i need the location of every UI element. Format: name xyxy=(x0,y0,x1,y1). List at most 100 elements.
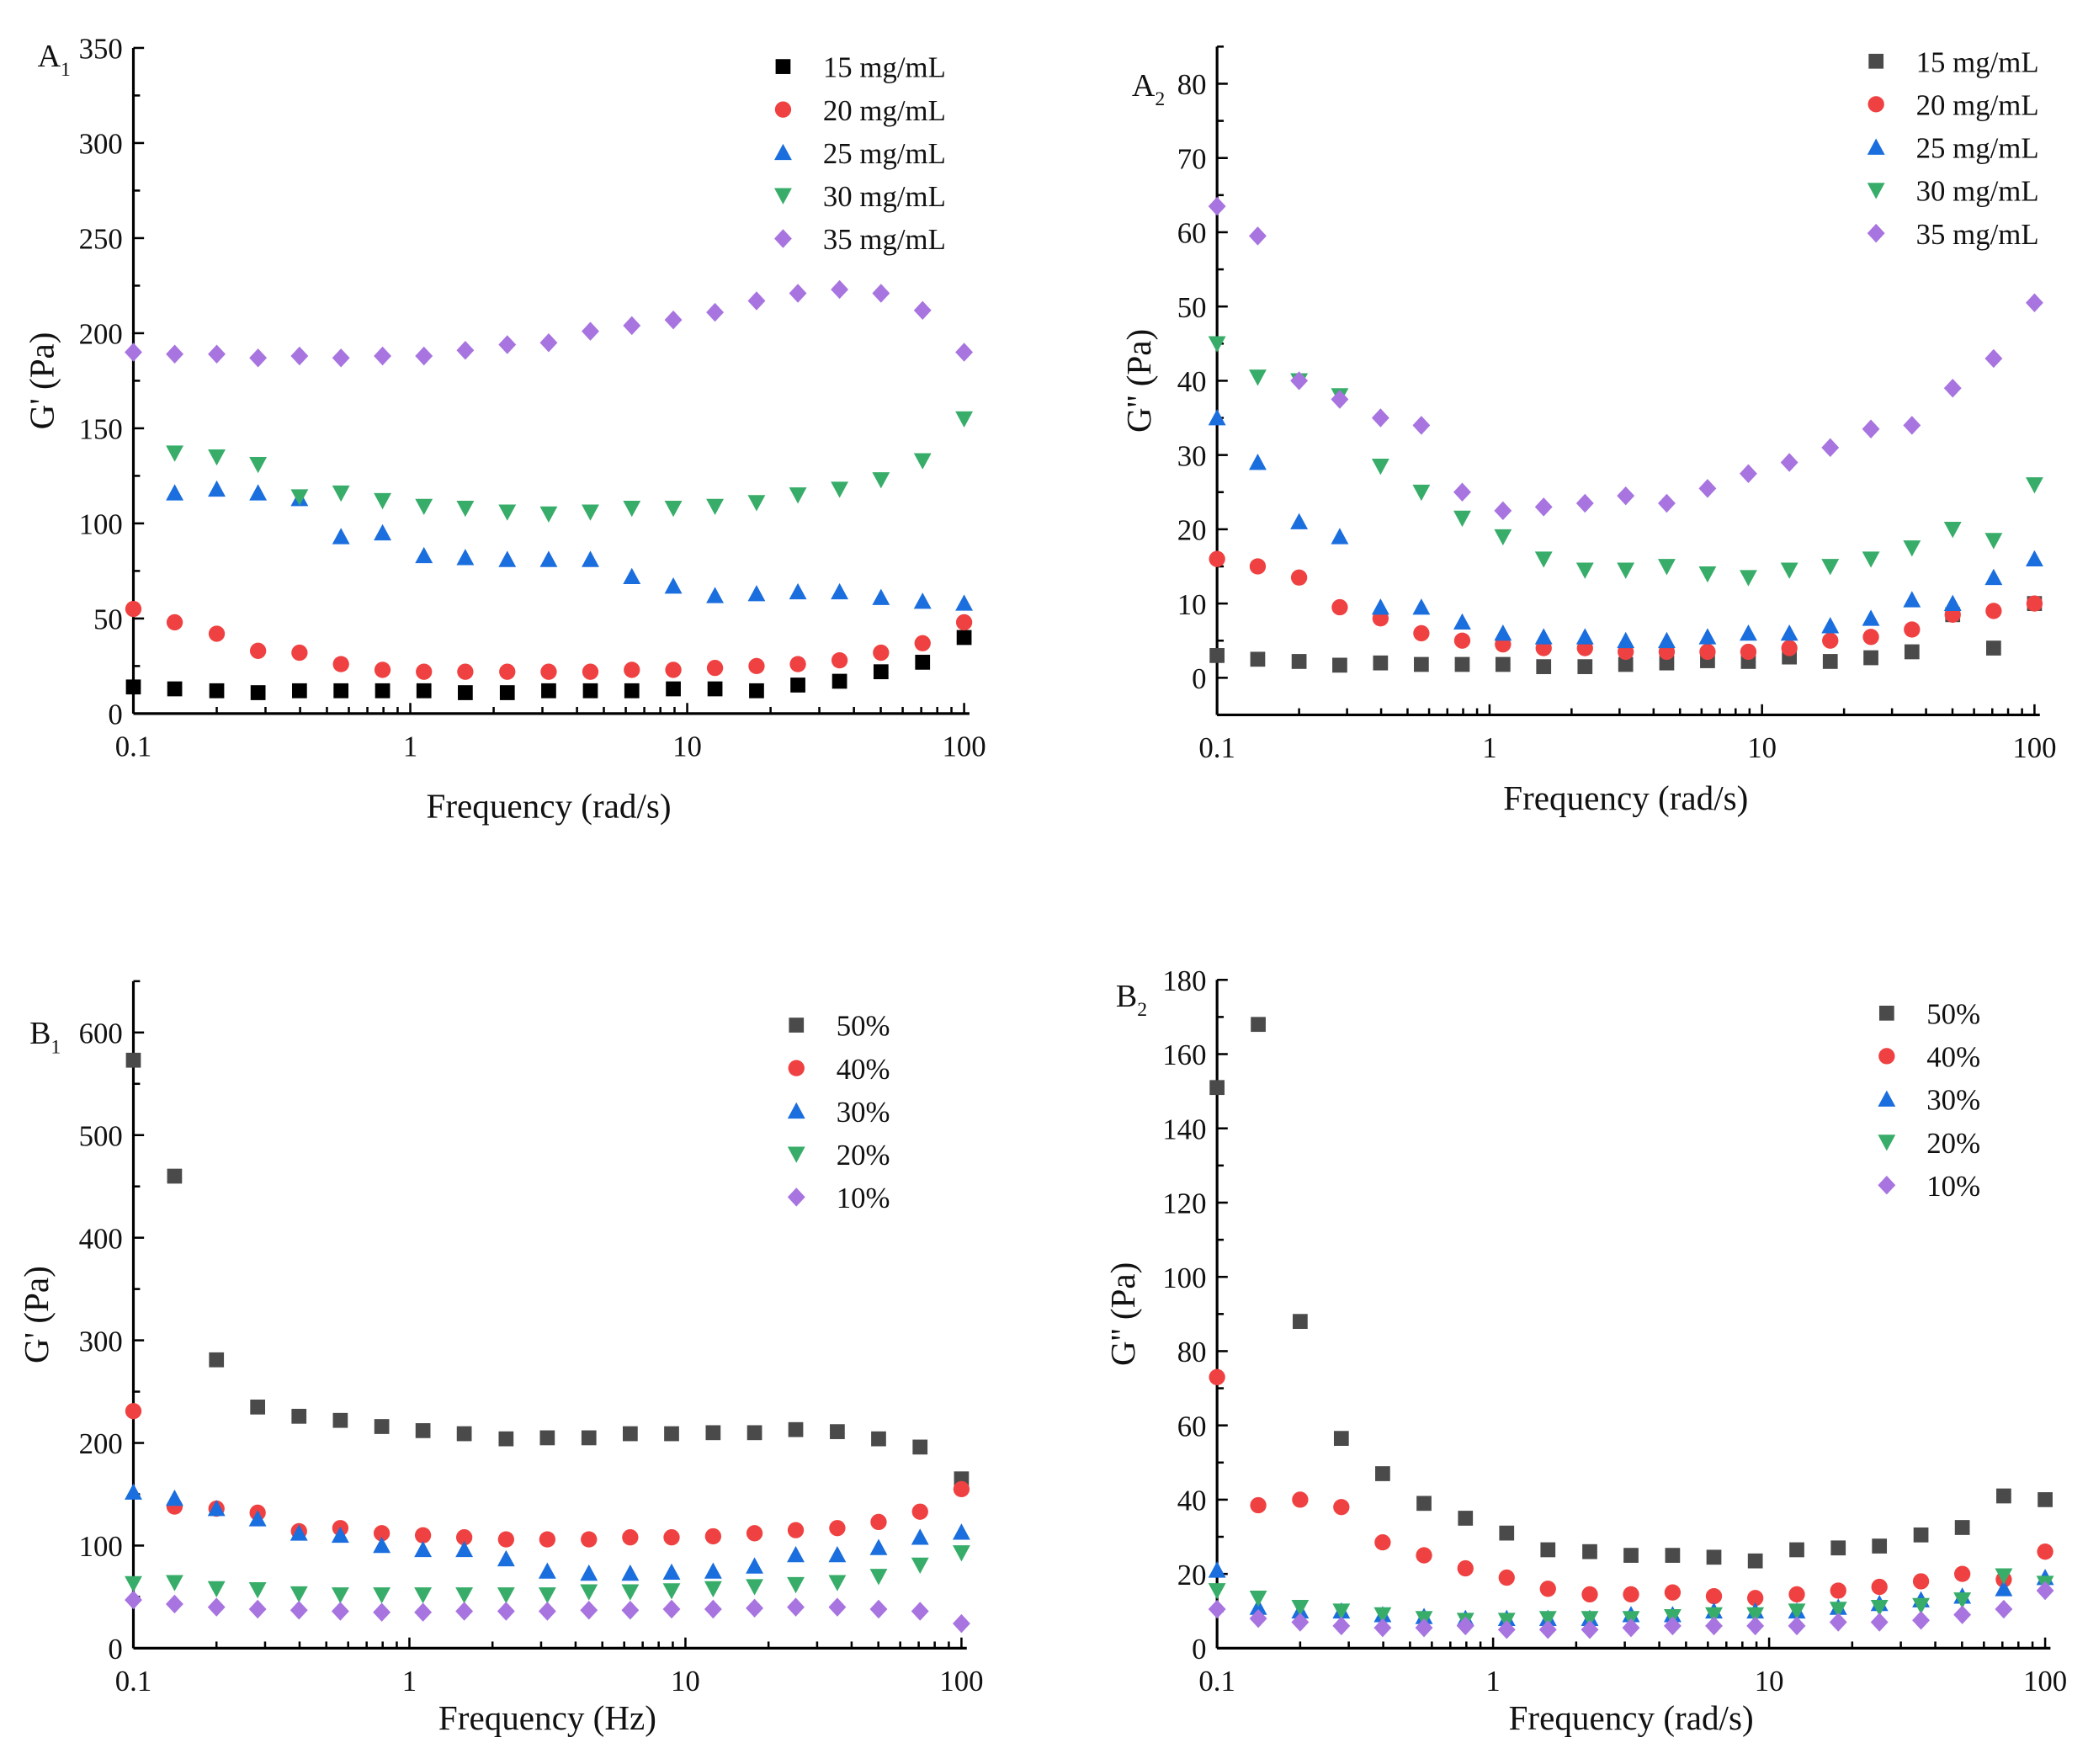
x-tick-label: 10 xyxy=(672,731,702,763)
data-point xyxy=(749,683,764,699)
x-axis-title: Frequency (rad/s) xyxy=(1509,1698,1754,1738)
data-point xyxy=(1747,1590,1764,1607)
chart-panel-B2: 0 20 40 60 80 100 120 140 160 180 0.1 1 10 100 Frequen… xyxy=(1103,964,2067,1738)
series-40- xyxy=(1209,1368,2053,1607)
y-tick-label: 80 xyxy=(1177,1336,1207,1368)
data-point xyxy=(1412,484,1431,502)
data-point xyxy=(455,1529,473,1546)
y-tick-label: 20 xyxy=(1177,1559,1207,1591)
data-point xyxy=(1249,369,1267,386)
data-point xyxy=(955,594,974,611)
data-point xyxy=(1208,1599,1226,1619)
x-tick-label: 10 xyxy=(1747,731,1777,764)
data-point xyxy=(1618,656,1634,672)
data-point xyxy=(746,1557,764,1574)
panel-label-subscript: 1 xyxy=(50,1036,61,1058)
data-point xyxy=(1822,654,1838,669)
data-point xyxy=(498,550,517,567)
data-point xyxy=(1913,1527,1929,1543)
data-point xyxy=(1249,1590,1267,1607)
data-point xyxy=(869,1538,888,1555)
data-point xyxy=(1788,1616,1806,1636)
legend-label: 15 mg/mL xyxy=(823,51,946,84)
legend-marker xyxy=(774,101,792,118)
legend-marker xyxy=(1878,1175,1896,1195)
x-tick-label: 0.1 xyxy=(1198,731,1235,764)
data-point xyxy=(1665,1548,1681,1563)
data-point xyxy=(208,480,226,497)
data-point xyxy=(290,1586,308,1603)
y-tick-label: 0 xyxy=(1192,1633,1206,1666)
legend-label: 30 mg/mL xyxy=(823,180,946,213)
data-point xyxy=(1622,1618,1640,1638)
panel-label-subscript: 1 xyxy=(61,59,71,81)
data-point xyxy=(828,1575,847,1591)
data-point xyxy=(621,1584,640,1601)
data-point xyxy=(1862,629,1879,646)
data-point xyxy=(1415,1618,1433,1638)
y-axis-title: G'' (Pa) xyxy=(1119,329,1159,433)
legend-label: 35 mg/mL xyxy=(1916,218,2039,251)
data-point xyxy=(332,656,349,672)
data-point xyxy=(1494,529,1512,546)
data-point xyxy=(1788,1586,1805,1603)
data-point xyxy=(1249,226,1267,246)
x-tick-label: 100 xyxy=(939,1665,983,1698)
y-tick-label: 400 xyxy=(79,1222,123,1255)
data-point xyxy=(1996,1488,2011,1504)
data-point xyxy=(1985,603,2002,619)
data-point xyxy=(2026,595,2043,612)
data-point xyxy=(953,1480,970,1498)
legend-marker xyxy=(1868,96,1884,113)
data-point xyxy=(1495,656,1511,672)
y-tick-label: 100 xyxy=(1162,1262,1206,1294)
data-point xyxy=(1458,1511,1474,1526)
data-point xyxy=(456,549,475,566)
data-point xyxy=(789,582,807,600)
data-point xyxy=(125,679,141,695)
x-axis-title: Frequency (Hz) xyxy=(438,1698,656,1738)
data-point xyxy=(746,1579,764,1596)
data-point xyxy=(2038,1492,2053,1507)
panel-label-subscript: 2 xyxy=(1137,999,1147,1021)
data-point xyxy=(539,1430,555,1446)
y-tick-label: 500 xyxy=(79,1119,123,1152)
data-point xyxy=(1995,1599,2013,1619)
data-point xyxy=(248,1582,267,1599)
data-point xyxy=(1781,640,1798,656)
data-point xyxy=(414,1587,433,1604)
data-point xyxy=(663,1529,680,1546)
legend-label: 20% xyxy=(1926,1127,1980,1160)
data-point xyxy=(332,348,350,368)
data-point xyxy=(1747,1553,1763,1569)
data-point xyxy=(1373,1618,1392,1638)
legend-label: 50% xyxy=(1926,997,1980,1030)
legend-marker xyxy=(787,1188,805,1207)
data-point xyxy=(1664,1584,1682,1601)
data-point xyxy=(248,1599,267,1619)
data-point xyxy=(209,683,225,699)
data-point xyxy=(911,1528,929,1545)
series-20- xyxy=(1208,1568,2054,1629)
data-point xyxy=(373,1587,391,1604)
data-point xyxy=(291,1408,307,1424)
data-point xyxy=(1208,196,1226,216)
data-point xyxy=(662,1563,681,1581)
data-point xyxy=(1453,482,1471,502)
y-tick-label: 50 xyxy=(93,603,123,636)
data-point xyxy=(1658,559,1676,576)
chart-panel-A2: 0 10 20 30 40 50 60 70 80 0.1 1 10 100 Frequency (rad… xyxy=(1119,45,2057,818)
data-point xyxy=(1821,617,1840,634)
data-point xyxy=(789,656,806,672)
data-point xyxy=(1830,1540,1846,1556)
data-point xyxy=(1984,348,2003,369)
x-tick-label: 1 xyxy=(402,1665,417,1698)
data-point xyxy=(872,588,890,605)
data-point xyxy=(1494,624,1512,641)
data-point xyxy=(167,1168,183,1184)
data-point xyxy=(1416,1547,1432,1564)
data-point xyxy=(166,344,184,364)
data-point xyxy=(621,1601,640,1620)
data-point xyxy=(1904,644,1920,660)
data-point xyxy=(1414,656,1429,672)
